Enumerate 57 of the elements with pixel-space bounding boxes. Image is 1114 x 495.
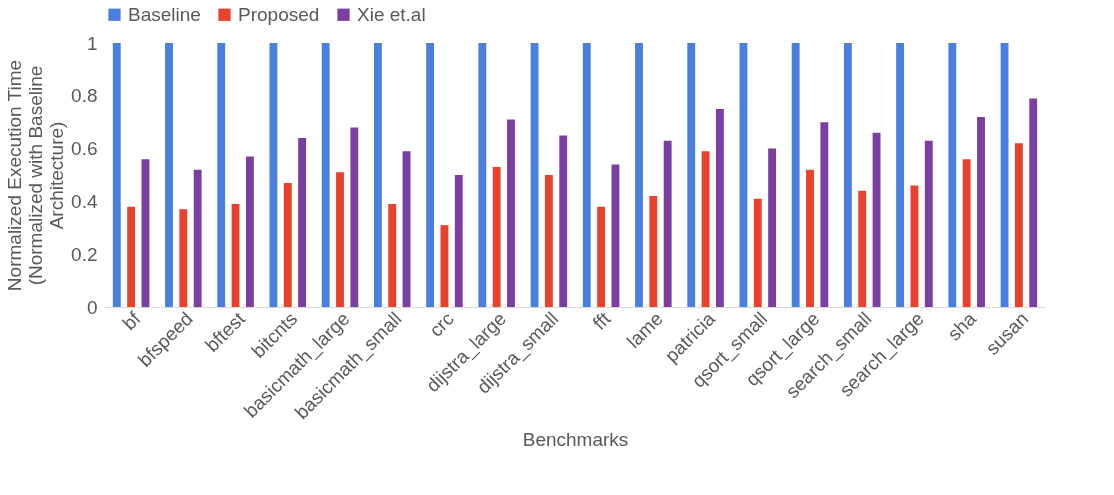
- bar: [179, 209, 188, 307]
- legend-label: Proposed: [238, 3, 320, 25]
- bar: [843, 43, 852, 307]
- bar: [977, 116, 985, 307]
- bar: [298, 138, 307, 307]
- bar: [127, 206, 136, 307]
- bar: [1029, 98, 1038, 307]
- bar: [507, 119, 515, 307]
- bar: [321, 43, 330, 307]
- y-axis-title: Normalized Execution Time (Normalized with Baseline Architecture): [4, 59, 68, 292]
- bar: [896, 43, 905, 307]
- bar: [373, 43, 382, 307]
- y-tick-label: 0.2: [71, 243, 98, 265]
- y-tick-label: 1: [86, 32, 98, 54]
- y-tick-label: 0: [86, 296, 98, 318]
- bar: [283, 182, 292, 307]
- bar: [872, 132, 881, 307]
- x-axis-title: Benchmarks: [522, 428, 629, 450]
- bar: [791, 43, 800, 307]
- bar: [388, 204, 397, 307]
- bar: [112, 43, 121, 307]
- bar: [1014, 143, 1023, 307]
- bar: [193, 169, 202, 307]
- bar: [245, 156, 254, 307]
- bar: [858, 190, 867, 307]
- y-tick-label: 0.6: [71, 138, 98, 160]
- bar: [492, 167, 501, 307]
- bar: [597, 206, 606, 307]
- bar: [217, 43, 226, 307]
- bar: [687, 43, 696, 307]
- bar: [663, 140, 672, 307]
- bar: [336, 172, 344, 307]
- bar: [962, 159, 971, 307]
- bar: [948, 43, 957, 307]
- bar: [402, 151, 411, 307]
- bar: [753, 198, 762, 307]
- bar: [806, 169, 814, 307]
- bar: [715, 109, 724, 307]
- bar: [454, 175, 463, 307]
- x-tick-label: fft: [588, 307, 616, 334]
- bar: [649, 196, 658, 307]
- legend-label: Xie et.al: [357, 3, 426, 25]
- bar: [350, 127, 359, 307]
- legend-label: Baseline: [128, 3, 201, 25]
- y-tick-label: 0.4: [71, 190, 98, 212]
- y-tick-label: 0.8: [71, 85, 98, 107]
- bar: [924, 140, 933, 307]
- x-tick-label: sha: [943, 307, 981, 345]
- bar: [559, 135, 568, 307]
- bar: [165, 43, 173, 307]
- bar: [544, 175, 553, 307]
- bar: [768, 148, 777, 307]
- bar: [582, 43, 591, 307]
- bar: [635, 43, 643, 307]
- bar: [478, 43, 487, 307]
- bar: [820, 122, 829, 307]
- bar: [426, 43, 435, 307]
